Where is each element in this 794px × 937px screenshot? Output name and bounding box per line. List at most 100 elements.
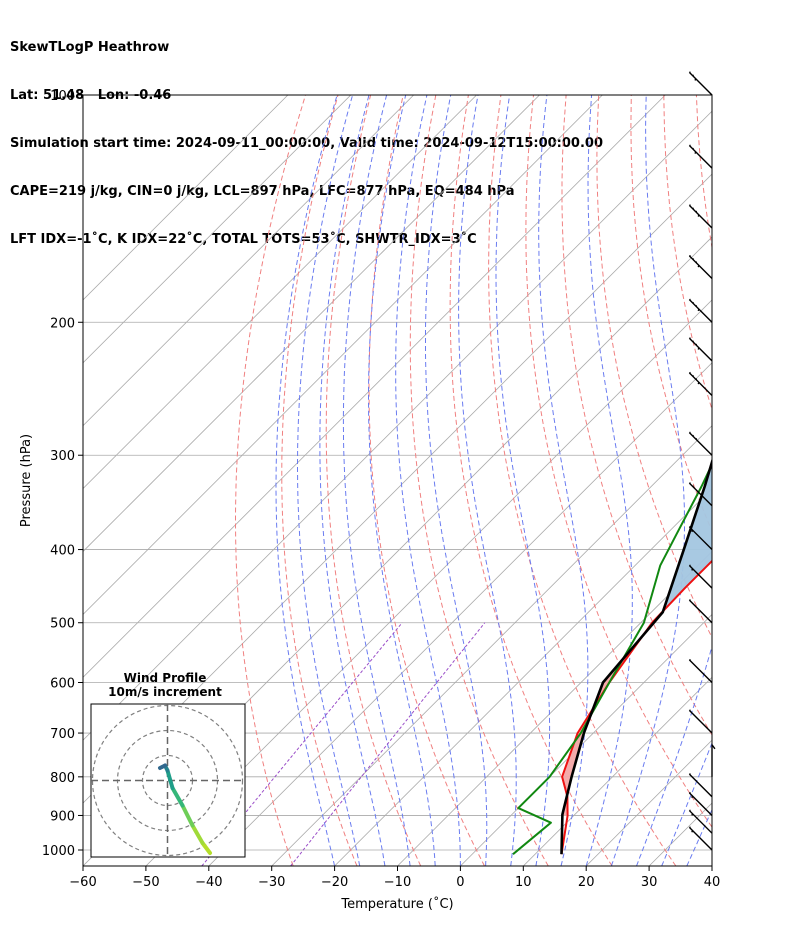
hodograph-segment: [190, 823, 205, 845]
y-tick-label: 400: [50, 544, 75, 559]
dry-adiabat-line: [368, 95, 485, 866]
wind-barb-staff: [688, 810, 713, 834]
x-tick-label: −60: [69, 875, 96, 890]
isotherm-line: [271, 425, 712, 866]
wind-barb: [688, 431, 713, 456]
cape-shading: [662, 462, 712, 613]
x-tick-label: 0: [456, 875, 464, 890]
dry-adiabat-line: [449, 95, 613, 866]
title-indices-cape: CAPE=219 j/kg, CIN=0 j/kg, LCL=897 hPa, …: [10, 184, 515, 199]
dewpoint-profile-line: [512, 462, 712, 855]
hodograph-segment: [200, 841, 212, 855]
isotherm-line: [145, 299, 712, 866]
isotherm-line: [585, 739, 712, 866]
moist-adiabat-line: [395, 95, 461, 866]
hodograph-segment: [170, 786, 185, 808]
dry-adiabat-line: [561, 95, 712, 736]
moist-adiabat-line: [686, 808, 712, 866]
hodograph-segment: [165, 768, 175, 790]
isotherm-line: [460, 613, 712, 866]
wind-barb-feather: [697, 214, 700, 217]
y-axis-label: Pressure (hPa): [19, 434, 34, 527]
x-tick-label: −20: [321, 875, 348, 890]
inset-content: [91, 704, 245, 857]
wind-barb: [688, 144, 713, 169]
inset-subtitle: 10m/s increment: [108, 685, 222, 699]
isotherm-line: [83, 95, 603, 615]
title-station: SkewTLogP Heathrow: [10, 40, 170, 55]
isotherm-line: [648, 802, 712, 866]
wind-barb: [688, 599, 713, 624]
y-tick-label: 1000: [42, 844, 75, 859]
wind-barb: [688, 773, 713, 798]
plot-area: [83, 95, 794, 866]
wind-barb: [688, 482, 713, 507]
isotherm-line: [334, 488, 712, 866]
wind-barb: [688, 371, 713, 396]
moist-adiabat-line: [458, 95, 517, 866]
moist-adiabat-line: [495, 95, 551, 866]
y-tick-label: 900: [50, 809, 75, 824]
wind-barb-staff: [688, 773, 713, 798]
hodograph-segment: [158, 763, 167, 770]
dry-adiabat-line: [281, 95, 358, 866]
dry-adiabat-line: [729, 95, 794, 866]
moist-adiabat-line: [585, 95, 633, 866]
wind-barb-feather: [697, 308, 700, 312]
wind-barb-feather: [691, 830, 694, 833]
moist-adiabat-line: [636, 644, 712, 866]
wind-barb-feather: [691, 568, 694, 571]
inset-title: Wind Profile: [124, 671, 207, 685]
parcel-profile-line: [560, 457, 712, 855]
moist-adiabat-line: [610, 95, 685, 866]
moist-adiabat-line: [737, 95, 794, 866]
wind-barb: [688, 709, 713, 734]
x-tick-label: −10: [384, 875, 411, 890]
wind-barb: [688, 526, 713, 551]
wind-barb-feather: [691, 813, 694, 816]
isotherm-line: [208, 362, 712, 866]
moist-adiabat-line: [297, 95, 361, 866]
dry-adiabat-line: [596, 95, 712, 639]
isotherm-line: [523, 676, 712, 866]
dry-adiabat-line: [525, 95, 712, 828]
moist-adiabat-line: [319, 95, 386, 866]
y-tick-label: 200: [50, 316, 75, 331]
isotherm-line: [83, 95, 289, 301]
wind-barb: [688, 826, 713, 851]
hodograph-segment: [180, 803, 195, 828]
moist-adiabat-line: [711, 864, 712, 866]
dry-adiabat-line: [409, 95, 549, 866]
isotherm-line: [83, 95, 477, 490]
wind-barb: [688, 254, 713, 279]
wind-barb: [688, 658, 713, 684]
x-axis-label: Temperature (˚C): [340, 896, 453, 912]
x-tick-label: 10: [515, 875, 532, 890]
wind-barb: [688, 809, 713, 834]
moist-adiabat-line: [425, 95, 488, 866]
isotherm-line: [775, 95, 794, 866]
wind-barb-feather: [697, 265, 700, 268]
dry-adiabat-line: [663, 95, 712, 411]
wind-barb-staff: [688, 565, 713, 589]
wind-barb-feather: [694, 78, 697, 81]
wind-barb-feather: [691, 795, 694, 798]
wind-barb-staff: [688, 599, 713, 624]
x-tick-label: −50: [132, 875, 159, 890]
isotherm-line: [397, 550, 712, 866]
wind-barb: [688, 337, 713, 362]
dry-adiabat-line: [762, 95, 794, 866]
wind-barb: [711, 744, 716, 777]
wind-barb: [688, 791, 713, 816]
y-tick-label: 600: [50, 677, 75, 692]
y-tick-label: 300: [50, 449, 75, 464]
isotherm-line: [711, 865, 712, 866]
x-tick-label: 30: [641, 875, 658, 890]
mixing-ratio-line: [290, 622, 486, 866]
x-tick-label: 20: [578, 875, 595, 890]
y-tick-label: 700: [50, 727, 75, 742]
dry-adiabat-line: [325, 95, 422, 866]
y-tick-label: 800: [50, 771, 75, 786]
isotherm-line: [83, 95, 352, 364]
